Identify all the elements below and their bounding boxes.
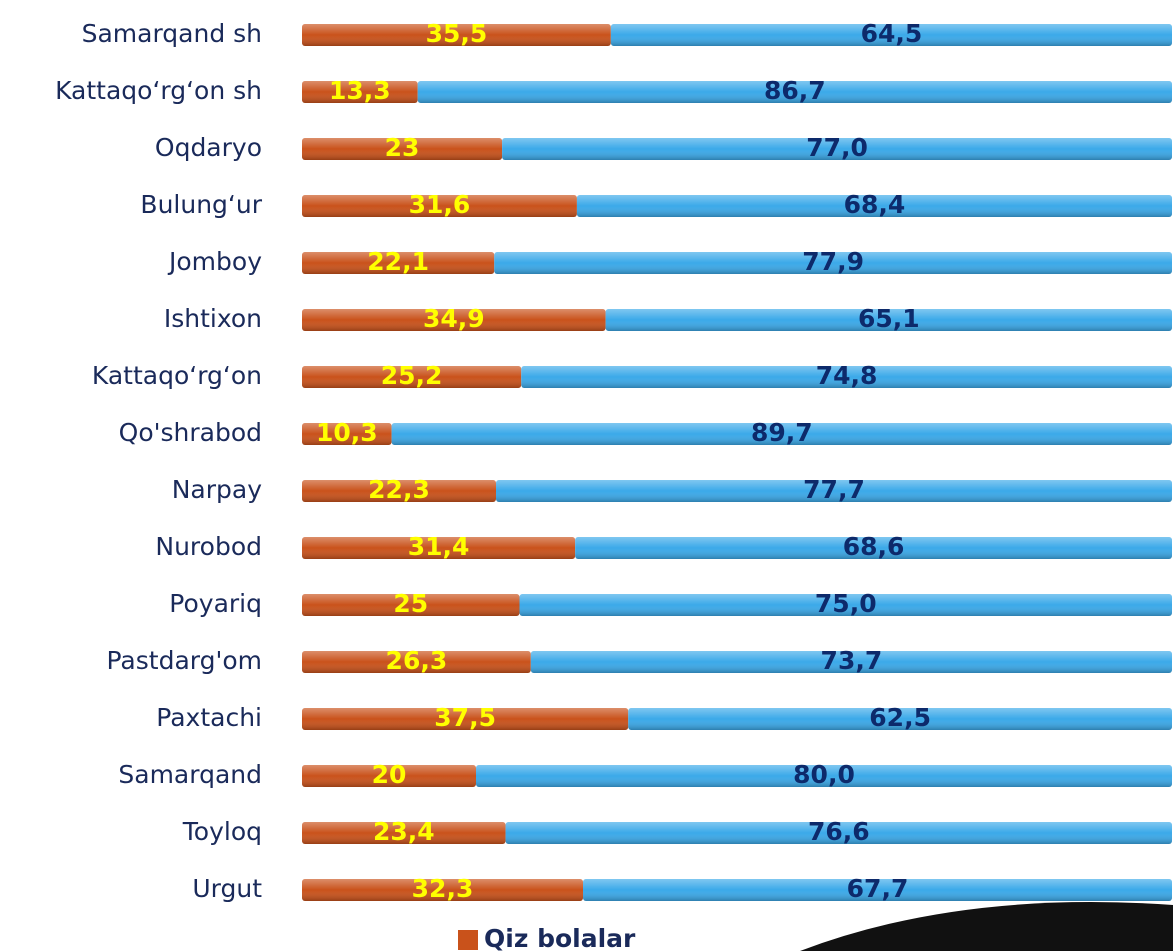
bar-shade [302,765,476,787]
value-label: 68,6 [843,532,905,561]
bar-shade [302,480,497,502]
value-label: 62,5 [869,703,931,732]
bar-shade [610,24,1172,46]
bar-shade [302,594,520,616]
bar-shade [302,537,576,559]
value-label: 64,5 [861,19,923,48]
bar-shade [302,138,503,160]
bar-shade [302,309,606,331]
bar-shade [302,24,611,46]
bar-shade [494,252,1172,274]
y-tick-label: Bulung‘ur [140,190,262,219]
value-label: 23,4 [373,817,435,846]
value-label: 65,1 [858,304,920,333]
y-tick-label: Jomboy [167,247,262,276]
y-tick-label: Narpay [172,475,262,504]
value-label: 35,5 [426,19,488,48]
value-label: 75,0 [815,589,877,618]
bar-shade [496,480,1172,502]
value-label: 32,3 [412,874,474,903]
y-tick-label: Qo'shrabod [119,418,262,447]
bar-shade [302,708,629,730]
value-label: 77,7 [803,475,865,504]
bar-shade [521,366,1172,388]
legend-label: Qiz bolalar [484,924,636,951]
bar-shade [576,195,1172,217]
value-label: 73,7 [821,646,883,675]
bar-shade [519,594,1172,616]
bar-shade [302,822,506,844]
value-label: 13,3 [329,76,391,105]
bar-shade [505,822,1173,844]
bar-shade [302,81,418,103]
bar-shade [417,81,1173,103]
y-tick-label: Toyloq [182,817,262,846]
legend-swatch [458,930,478,950]
bar-shade [502,138,1173,160]
value-label: 22,1 [367,247,429,276]
bar-shade [605,309,1172,331]
bar-shade [628,708,1172,730]
decoration [800,902,1173,951]
value-label: 77,0 [806,133,868,162]
y-tick-label: Nurobod [155,532,262,561]
y-tick-label: Poyariq [169,589,262,618]
bar-shade [302,195,577,217]
value-label: 76,6 [808,817,870,846]
value-label: 86,7 [764,76,826,105]
y-tick-label: Samarqand [118,760,262,789]
bar-shade [302,252,495,274]
y-tick-label: Kattaqo‘rg‘on sh [55,76,262,105]
value-label: 22,3 [368,475,430,504]
value-label: 74,8 [816,361,878,390]
value-label: 37,5 [434,703,496,732]
value-label: 31,6 [409,190,471,219]
y-tick-label: Kattaqo‘rg‘on [92,361,262,390]
value-label: 23 [385,133,420,162]
value-label: 68,4 [844,190,906,219]
value-label: 10,3 [316,418,378,447]
value-label: 25 [393,589,428,618]
value-label: 34,9 [423,304,485,333]
bar-shade [302,879,584,901]
bar-shade [583,879,1172,901]
y-tick-label: Urgut [192,874,262,903]
value-label: 26,3 [386,646,448,675]
y-tick-label: Ishtixon [164,304,262,333]
value-label: 77,9 [802,247,864,276]
bar-shade [530,651,1172,673]
bar-shade [476,765,1172,787]
value-label: 25,2 [381,361,443,390]
value-label: 89,7 [751,418,813,447]
bar-shade [302,651,531,673]
value-label: 80,0 [793,760,855,789]
bar-shade [302,423,392,445]
value-label: 20 [372,760,407,789]
bar-shade [575,537,1172,559]
bar-shade [391,423,1172,445]
y-tick-label: Pastdarg'om [106,646,262,675]
y-tick-label: Samarqand sh [82,19,262,48]
y-tick-label: Paxtachi [156,703,262,732]
y-tick-label: Oqdaryo [155,133,262,162]
value-label: 67,7 [847,874,909,903]
bar-shade [302,366,522,388]
value-label: 31,4 [408,532,470,561]
